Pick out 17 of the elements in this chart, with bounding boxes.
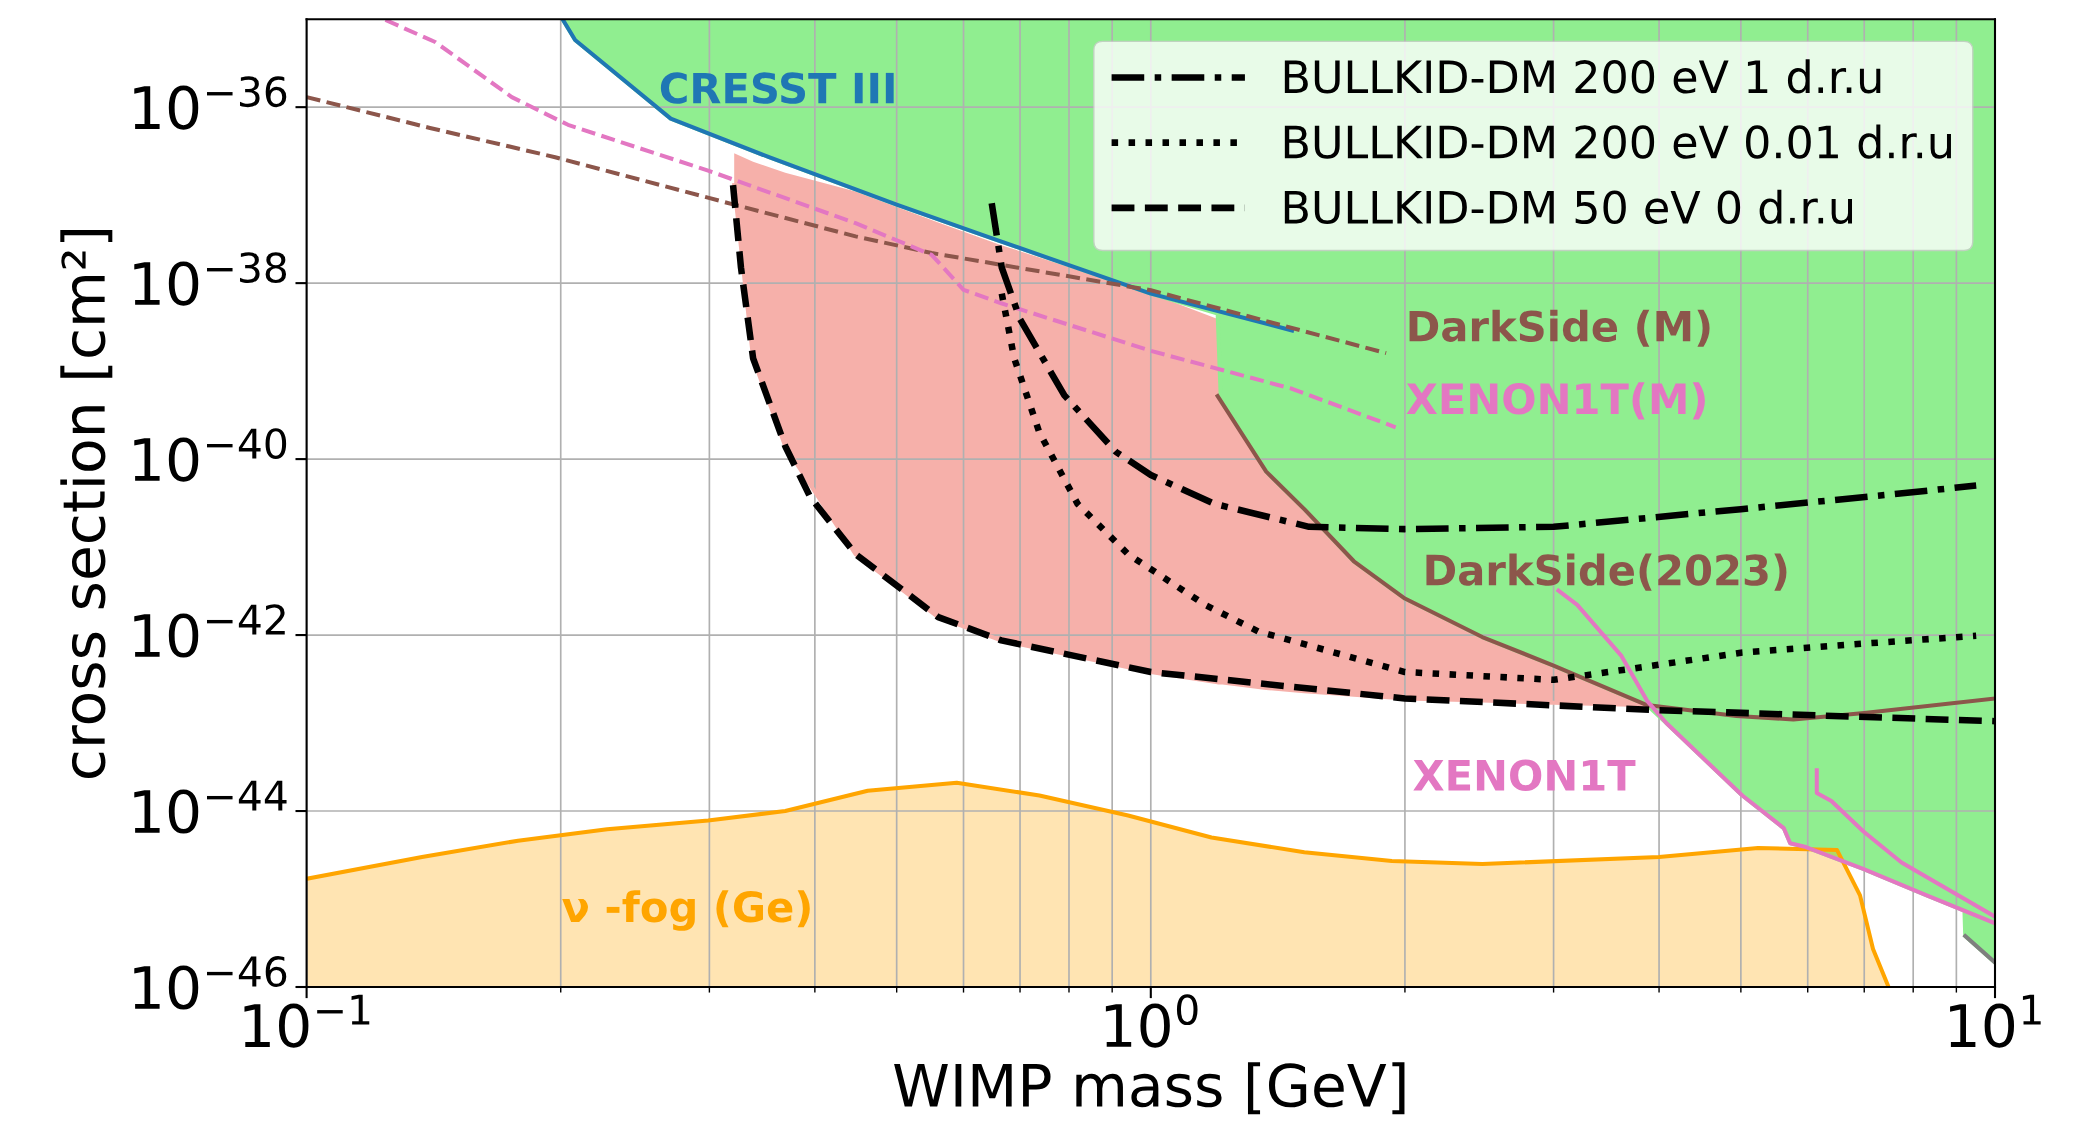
y-tick-label: 10$^{−36}$ [134, 76, 287, 130]
legend-label: BULLKID-DM 50 eV 0 d.r.u [1284, 189, 1853, 225]
y-tick-label: 10$^{−40}$ [134, 428, 287, 482]
annotation: DarkSide (M) [1409, 309, 1710, 347]
legend-label: BULLKID-DM 200 eV 0.01 d.r.u [1284, 124, 1951, 159]
y-axis-title: cross section [cm²] [60, 230, 113, 778]
y-tick-label: 10$^{−42}$ [134, 604, 285, 658]
annotation: CRESST III [660, 72, 894, 104]
x-tick-label: 10$^{0}$ [1105, 994, 1198, 1048]
annotation: DarkSide(2023) [1426, 553, 1787, 591]
x-axis-title: WIMP mass [GeV] [894, 1062, 1405, 1115]
annotation: XENON1T(M) [1406, 382, 1705, 420]
legend-label: BULLKID-DM 200 eV 1 d.r.u [1284, 59, 1881, 94]
x-tick-label: 10$^{1}$ [1950, 994, 2041, 1048]
y-tick-label: 10$^{−44}$ [134, 780, 287, 834]
y-tick-label: 10$^{−38}$ [134, 252, 287, 306]
annotation: ν -fog (Ge) [562, 890, 810, 931]
